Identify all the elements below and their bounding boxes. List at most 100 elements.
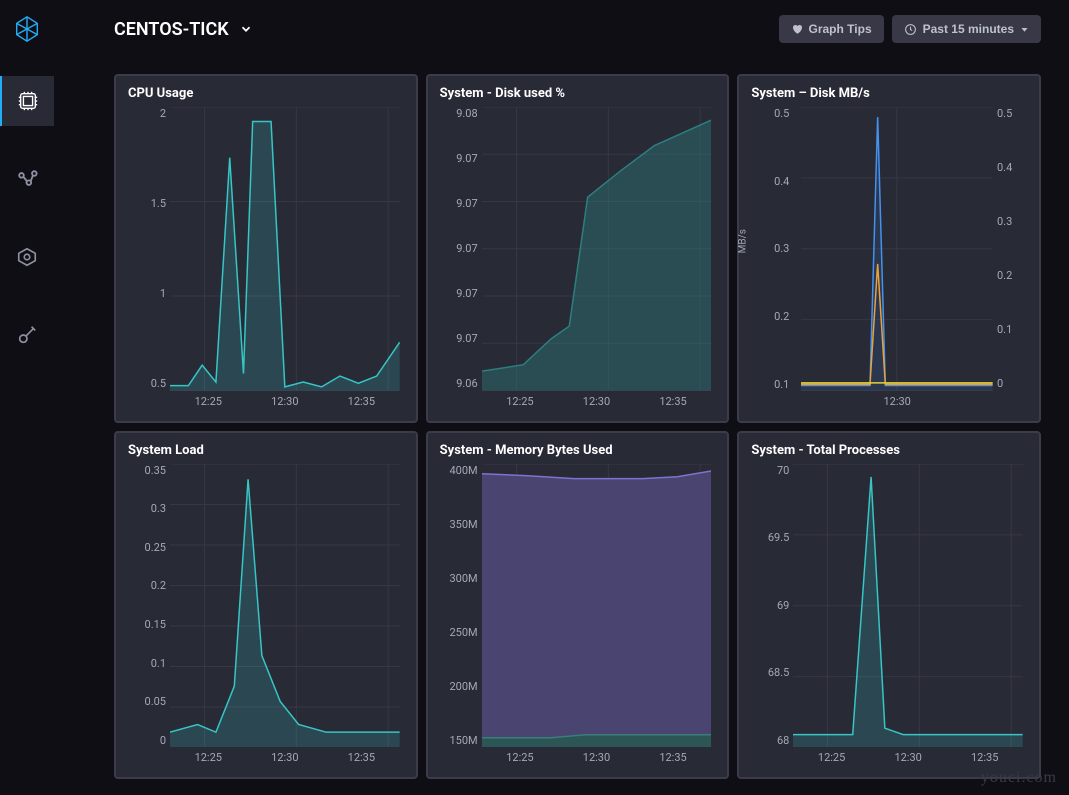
x-axis: 12:25 12:30 12:35 [482,395,712,413]
y-tick-label: 0.2 [997,269,1027,282]
chart-panel[interactable]: System Load0.350.30.250.20.150.10.05012:… [114,431,418,780]
x-tick-label: 12:25 [506,751,533,769]
y-axis: 0.50.40.30.20.1 [751,107,789,391]
x-tick-label: 12:35 [348,751,375,769]
x-axis: 12:25 12:30 12:35 [482,751,712,769]
x-tick-label: 12:35 [348,395,375,413]
y-tick-label: 0.1 [128,657,166,670]
nav-dashboards[interactable] [0,76,54,126]
panel-title: System - Total Processes [751,443,1027,458]
nav-admin[interactable] [0,310,54,360]
panel-title: CPU Usage [128,86,404,101]
clock-icon [904,23,917,36]
dashboard-name: CENTOS-TICK [114,19,229,40]
y-tick-label: 0.2 [128,579,166,592]
chart-panel[interactable]: System - Total Processes7069.56968.56812… [737,431,1041,780]
button-label: Graph Tips [809,22,872,36]
plot [482,107,712,391]
x-axis: 12:30 [801,395,993,413]
x-tick-label: 12:25 [195,395,222,413]
y-tick-label: 0.3 [997,215,1027,228]
y-tick-label: 0.5 [997,107,1027,120]
chart-area: 400M350M300M250M200M150M12:2512:3012:35 [440,464,716,770]
panel-title: System Load [128,443,404,458]
chart-panel[interactable]: System - Disk used %9.089.079.079.079.07… [426,74,730,423]
chart-area: 0.350.30.250.20.150.10.05012:2512:3012:3… [128,464,404,770]
y-tick-label: 0 [128,734,166,747]
chart-panel[interactable]: CPU Usage 2 1.5 1 0.5 12:25 12:30 12:35 [114,74,418,423]
x-tick-label: 12:30 [583,751,610,769]
y-tick-label: 0 [997,377,1027,390]
y-axis: 0.350.30.250.20.150.10.050 [128,464,166,748]
x-tick-label: 12:30 [583,395,610,413]
heart-icon [791,23,803,35]
y-tick-label: 250M [440,626,478,639]
y-tick-label: 2 [128,107,166,120]
y-tick-label: 0.3 [751,242,789,255]
y-tick-label: 300M [440,572,478,585]
y-tick-label: 1.5 [128,197,166,210]
y-tick-label: 9.07 [440,197,478,210]
main-content: CENTOS-TICK Graph Tips Past 15 minutes C… [54,0,1069,795]
y-axis: 7069.56968.568 [751,464,789,748]
y-tick-label: 0.5 [128,377,166,390]
y-tick-label: 400M [440,464,478,477]
y-tick-label: 0.15 [128,618,166,631]
y-tick-label: 68.5 [751,666,789,679]
x-tick-label: 12:35 [659,751,686,769]
plot [801,107,993,391]
panel-title: System - Memory Bytes Used [440,443,716,458]
y-axis-label: MB/s [738,229,749,253]
nav-alerting[interactable] [0,232,54,282]
x-tick-label: 12:30 [271,395,298,413]
chart-panel[interactable]: System - Memory Bytes Used 400M 350M 300M 25… [426,431,730,780]
dashboard-selector[interactable]: CENTOS-TICK [114,19,253,40]
y-tick-label: 69 [751,599,789,612]
topbar: CENTOS-TICK Graph Tips Past 15 minutes [54,0,1069,58]
y-tick-label: 0.3 [128,502,166,515]
y-tick-label: 0.1 [997,323,1027,336]
y-tick-label: 0.5 [751,107,789,120]
topbar-actions: Graph Tips Past 15 minutes [779,15,1042,43]
x-tick-label: 12:35 [659,395,686,413]
chart-area: 9.089.079.079.079.079.079.0612:2512:3012… [440,107,716,413]
plot [793,464,1023,748]
y-axis: 400M350M300M250M200M150M [440,464,478,748]
y-tick-label: 9.07 [440,287,478,300]
x-tick-label: 12:25 [506,395,533,413]
y-tick-label: 68 [751,734,789,747]
y-tick-label: 70 [751,464,789,477]
y-tick-label: 200M [440,680,478,693]
y-tick-label: 350M [440,518,478,531]
plot [482,464,712,748]
logo-icon[interactable] [12,14,42,48]
button-label: Past 15 minutes [923,22,1014,36]
x-axis: 12:25 12:30 12:35 [170,395,400,413]
y-axis: 2 1.5 1 0.5 [128,107,166,391]
x-tick-label: 12:35 [971,751,998,769]
sidebar [0,0,54,795]
y-tick-label: 9.07 [440,332,478,345]
y-tick-label: 9.08 [440,107,478,120]
chart-panel[interactable]: System – Disk MB/s0.50.40.30.20.1MB/s0.5… [737,74,1041,423]
chevron-down-icon [239,22,253,36]
x-tick-label: 12:30 [883,395,910,413]
chart-area: 0.50.40.30.20.1MB/s0.50.40.30.20.1012:30 [751,107,1027,413]
x-tick-label: 12:25 [818,751,845,769]
graph-tips-button[interactable]: Graph Tips [779,15,884,43]
y-tick-label: 9.07 [440,152,478,165]
x-axis: 12:2512:3012:35 [793,751,1023,769]
y-tick-label: 0.05 [128,695,166,708]
y-tick-label: 0.1 [751,378,789,391]
chart-area: 2 1.5 1 0.5 12:25 12:30 12:35 [128,107,404,413]
chart-area: 7069.56968.56812:2512:3012:35 [751,464,1027,770]
nav-explorer[interactable] [0,154,54,204]
time-range-selector[interactable]: Past 15 minutes [892,15,1041,43]
x-tick-label: 12:30 [271,751,298,769]
y-axis: 9.089.079.079.079.079.079.06 [440,107,478,391]
panel-grid: CPU Usage21.510.512:2512:3012:35System -… [54,58,1069,795]
y-tick-label: 1 [128,287,166,300]
watermark: youci.com [981,769,1057,787]
x-axis: 12:2512:3012:35 [170,751,400,769]
y-tick-label: 0.2 [751,310,789,323]
